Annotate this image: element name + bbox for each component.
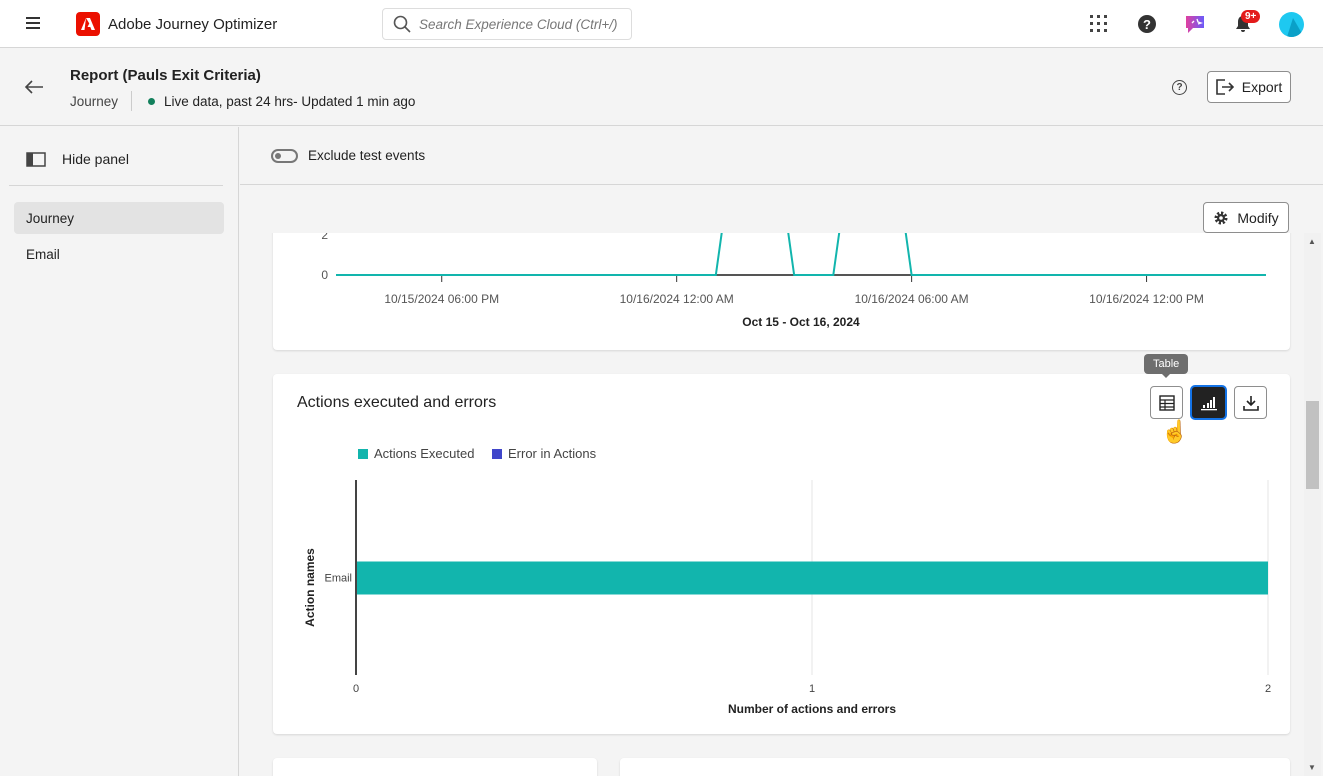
search-placeholder: Search Experience Cloud (Ctrl+/) <box>419 16 618 32</box>
hand-cursor-icon: ☝ <box>1161 419 1189 444</box>
modify-button[interactable]: Modify <box>1203 202 1289 233</box>
divider <box>240 184 1323 185</box>
scroll-up-arrow-icon[interactable]: ▲ <box>1308 237 1316 246</box>
scrollbar-thumb[interactable] <box>1306 401 1319 489</box>
ai-assistant-icon[interactable] <box>1185 14 1205 34</box>
scrollbar[interactable]: ▲ ▼ <box>1304 233 1321 776</box>
sidebar-item-label: Email <box>26 247 60 262</box>
report-scroll-area: 0 2 10/15/2024 06:00 PM 10/16/2024 12:00 AM… <box>240 233 1323 776</box>
legend-label: Error in Actions <box>508 446 597 461</box>
card-title: Actions executed and errors <box>297 394 497 411</box>
table-view-button[interactable] <box>1150 386 1183 419</box>
app-name[interactable]: Adobe Journey Optimizer <box>108 16 278 33</box>
side-panel: Hide panel Journey Email <box>0 127 239 776</box>
y-axis-title: Action names <box>303 548 317 627</box>
x-tick-label: 10/16/2024 06:00 AM <box>855 292 969 306</box>
series-line <box>336 233 1266 276</box>
bar-chart: Actions Executed Error in Actions 0 1 2 Email… <box>303 446 1271 716</box>
bar-chart-icon <box>1200 395 1218 411</box>
hide-panel-button[interactable]: Hide panel <box>26 151 129 167</box>
hide-panel-label: Hide panel <box>62 151 129 167</box>
report-header: Report (Pauls Exit Criteria) Journey Liv… <box>0 49 1323 126</box>
x-tick-label: 10/16/2024 12:00 AM <box>620 292 734 306</box>
avatar[interactable] <box>1279 12 1304 37</box>
exclude-test-events-toggle[interactable]: Exclude test events <box>271 148 425 163</box>
modify-label: Modify <box>1237 209 1279 226</box>
main-content: Exclude test events Modify 0 2 10/15/2024 … <box>240 127 1323 776</box>
x-tick-label: 10/16/2024 12:00 PM <box>1089 292 1204 306</box>
report-card <box>620 758 1290 776</box>
apps-grid-icon[interactable] <box>1090 15 1108 33</box>
sidebar-item-email[interactable]: Email <box>14 238 224 270</box>
x-tick-label: 10/15/2024 06:00 PM <box>384 292 499 306</box>
legend-swatch <box>358 449 368 459</box>
y-tick-label: Email <box>324 573 352 585</box>
export-icon <box>1215 79 1234 95</box>
status-text: Live data, past 24 hrs- Updated 1 min ag… <box>164 94 416 109</box>
scroll-down-arrow-icon[interactable]: ▼ <box>1308 763 1316 772</box>
hamburger-menu-icon[interactable] <box>24 14 42 32</box>
legend-swatch <box>492 449 502 459</box>
divider <box>9 185 223 186</box>
notifications-badge: 9+ <box>1241 10 1261 23</box>
search-icon <box>393 15 411 33</box>
live-status-dot-icon <box>148 98 155 105</box>
tooltip: Table <box>1144 354 1189 378</box>
gear-icon <box>1213 210 1229 226</box>
actions-chart-card: Actions executed and errors ☝ Actions Ex… <box>273 374 1290 734</box>
page-title: Report (Pauls Exit Criteria) <box>70 67 261 84</box>
x-tick-label: 2 <box>1265 683 1271 695</box>
toggle-switch[interactable] <box>271 148 298 163</box>
download-icon <box>1242 395 1259 411</box>
export-button[interactable]: Export <box>1207 71 1291 103</box>
line-chart: 0 2 10/15/2024 06:00 PM 10/16/2024 12:00 AM… <box>321 233 1266 329</box>
bar-actions-executed <box>356 561 1268 595</box>
line-chart-card: 0 2 10/15/2024 06:00 PM 10/16/2024 12:00 AM… <box>273 233 1290 350</box>
breadcrumb[interactable]: Journey <box>70 94 119 109</box>
report-card <box>273 758 597 776</box>
info-help-icon[interactable]: ? <box>1172 80 1187 95</box>
download-button[interactable] <box>1234 386 1267 419</box>
x-axis-title: Number of actions and errors <box>728 702 896 716</box>
help-icon[interactable]: ? <box>1138 15 1156 33</box>
x-tick-label: 1 <box>809 683 815 695</box>
divider <box>131 91 132 111</box>
chart-view-button[interactable] <box>1190 385 1227 420</box>
toggle-label: Exclude test events <box>308 148 426 163</box>
x-axis-title: Oct 15 - Oct 16, 2024 <box>742 315 860 329</box>
tooltip-text: Table <box>1153 358 1180 370</box>
y-tick-label: 2 <box>321 233 328 242</box>
panel-toggle-icon <box>26 151 46 167</box>
y-tick-label: 0 <box>321 268 328 282</box>
x-tick-label: 0 <box>353 683 359 695</box>
legend-label: Actions Executed <box>374 446 474 461</box>
adobe-logo-icon[interactable] <box>76 12 100 36</box>
sidebar-item-label: Journey <box>26 211 75 226</box>
top-bar: Adobe Journey Optimizer Search Experienc… <box>0 0 1323 48</box>
back-arrow-icon[interactable] <box>24 79 44 95</box>
sidebar-item-journey[interactable]: Journey <box>14 202 224 234</box>
table-icon <box>1158 394 1175 411</box>
export-label: Export <box>1241 79 1283 95</box>
search-input[interactable]: Search Experience Cloud (Ctrl+/) <box>382 8 632 40</box>
